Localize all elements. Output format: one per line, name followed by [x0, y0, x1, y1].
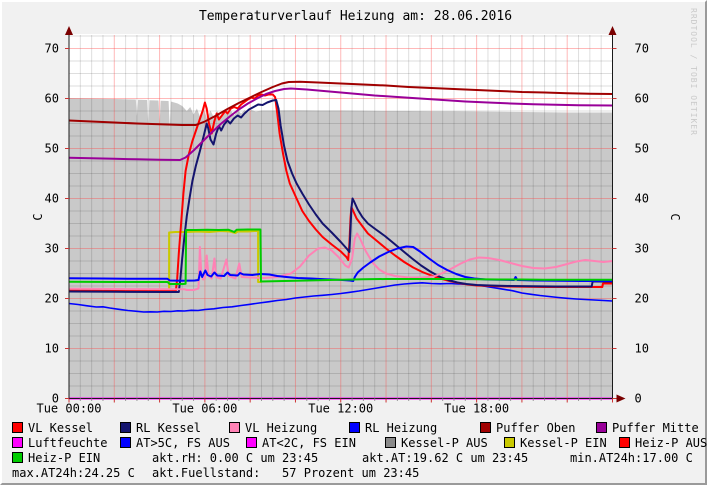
legend-swatch: [596, 422, 607, 433]
svg-text:40: 40: [635, 192, 649, 206]
rrdtool-watermark: RRDTOOL / TOBI OETIKER: [689, 8, 698, 136]
svg-text:50: 50: [45, 142, 59, 156]
stat-text: akt.Fuellstand: 57 Prozent um 23:45: [152, 467, 419, 479]
legend-swatch: [120, 437, 131, 448]
series-at-5c-fs-aus: [68, 281, 613, 313]
legend-label: akt.rH: 0.00 C um 23:45: [152, 451, 319, 465]
legend-swatch: [12, 452, 23, 463]
legend-label: RL Kessel: [136, 421, 202, 435]
svg-text:Tue 18:00: Tue 18:00: [444, 402, 509, 416]
svg-text:60: 60: [635, 92, 649, 106]
svg-text:50: 50: [635, 142, 649, 156]
svg-text:0: 0: [52, 392, 59, 406]
svg-text:70: 70: [45, 42, 59, 56]
legend-label: VL Heizung: [245, 421, 318, 435]
series-puffer-oben: [68, 80, 613, 126]
legend-label: Kessel-P EIN: [520, 436, 607, 450]
x-axis-labels: Tue 00:00 Tue 06:00 Tue 12:00 Tue 18:00: [36, 402, 509, 416]
svg-text:20: 20: [45, 292, 59, 306]
series-vl-kessel: [68, 93, 613, 292]
legend-label: max.AT24h:24.25 C: [12, 466, 135, 480]
stat-text: min.AT24h:17.00 C: [570, 452, 693, 464]
svg-text:20: 20: [635, 292, 649, 306]
legend-item: Kessel-P EIN: [504, 437, 607, 449]
legend-label: AT<2C, FS EIN: [262, 436, 356, 450]
svg-text:40: 40: [45, 192, 59, 206]
legend-swatch: [12, 437, 23, 448]
legend-label: VL Kessel: [28, 421, 94, 435]
svg-text:70: 70: [635, 42, 649, 56]
legend-swatch: [619, 437, 630, 448]
legend-item: RL Heizung: [349, 422, 437, 434]
legend-label: akt.Fuellstand: 57 Prozent um 23:45: [152, 466, 420, 480]
svg-text:60: 60: [45, 92, 59, 106]
legend-item: Luftfeuchte: [12, 437, 107, 449]
svg-text:Tue 12:00: Tue 12:00: [308, 402, 373, 416]
legend-swatch: [504, 437, 515, 448]
legend-swatch: [12, 422, 23, 433]
y-axis-unit-right: C: [668, 213, 682, 220]
legend-swatch: [246, 437, 257, 448]
legend-item: Puffer Oben: [480, 422, 575, 434]
svg-text:10: 10: [45, 342, 59, 356]
svg-text:30: 30: [635, 242, 649, 256]
y-axis-unit-left: C: [31, 213, 45, 220]
svg-text:30: 30: [45, 242, 59, 256]
series-heiz-p-ein: [68, 228, 613, 285]
legend-item: Kessel-P AUS: [385, 437, 488, 449]
svg-text:Tue 06:00: Tue 06:00: [172, 402, 237, 416]
axis-arrows: [65, 26, 626, 403]
stat-text: max.AT24h:24.25 C: [12, 467, 135, 479]
legend-item: Puffer Mitte: [596, 422, 699, 434]
series-kessel-p-ein: [69, 230, 262, 292]
area-kessel-p-aus: [69, 98, 613, 399]
major-grid: [69, 35, 613, 399]
legend-item: VL Heizung: [229, 422, 317, 434]
legend-item: Heiz-P EIN: [12, 452, 100, 464]
series-puffer-mitte: [68, 87, 613, 161]
tick-marks: [65, 48, 617, 403]
legend-label: Heiz-P EIN: [28, 451, 101, 465]
svg-text:Tue 00:00: Tue 00:00: [36, 402, 101, 416]
y-axis-labels: 0 0 10 10 20 20 30 30 40 40 50 50 60 60 70 70: [45, 42, 649, 406]
legend-label: Puffer Oben: [496, 421, 576, 435]
legend-swatch: [385, 437, 396, 448]
legend-label: Heiz-P AUS: [635, 436, 707, 450]
stat-text: akt.AT:19.62 C um 23:45: [362, 452, 528, 464]
legend-swatch: [349, 422, 360, 433]
legend-item: AT>5C, FS AUS: [120, 437, 230, 449]
legend-label: Kessel-P AUS: [401, 436, 488, 450]
legend-item: AT<2C, FS EIN: [246, 437, 356, 449]
legend-swatch: [120, 422, 131, 433]
legend-item: Heiz-P AUS: [619, 437, 707, 449]
series-vl-heizung: [68, 232, 613, 291]
legend-item: RL Kessel: [120, 422, 201, 434]
svg-text:10: 10: [635, 342, 649, 356]
stat-text: akt.rH: 0.00 C um 23:45: [152, 452, 318, 464]
legend-swatch: [480, 422, 491, 433]
svg-text:0: 0: [635, 392, 642, 406]
legend-label: AT>5C, FS AUS: [136, 436, 230, 450]
legend-swatch: [229, 422, 240, 433]
legend-label: Puffer Mitte: [612, 421, 699, 435]
legend-label: Luftfeuchte: [28, 436, 108, 450]
graph-title: Temperaturverlauf Heizung am: 28.06.2016: [198, 9, 513, 24]
legend-label: RL Heizung: [365, 421, 438, 435]
legend-label: akt.AT:19.62 C um 23:45: [362, 451, 529, 465]
legend-item: VL Kessel: [12, 422, 93, 434]
legend-label: min.AT24h:17.00 C: [570, 451, 693, 465]
